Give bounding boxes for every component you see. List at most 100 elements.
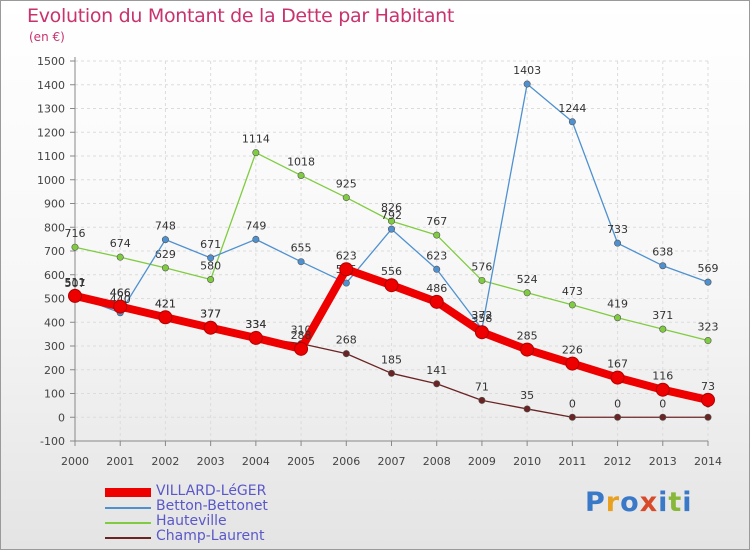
- y-tick-label: 500: [44, 293, 65, 306]
- data-label-betton-bettonet: 748: [155, 220, 176, 233]
- y-tick-label: 900: [44, 198, 65, 211]
- data-point-hauteville: [116, 253, 124, 261]
- data-point-hauteville: [433, 231, 441, 239]
- data-point-hauteville: [478, 276, 486, 284]
- data-point-betton-bettonet: [342, 279, 350, 287]
- data-point-champ-laurent: [478, 396, 486, 404]
- y-tick-label: 400: [44, 316, 65, 329]
- logo-letter: P: [585, 487, 606, 518]
- data-point-betton-bettonet: [614, 239, 622, 247]
- data-label-villard-l-ger: 377: [200, 308, 221, 321]
- data-point-villard-l-ger: [203, 320, 218, 335]
- data-point-champ-laurent: [387, 369, 395, 377]
- y-tick-label: -100: [40, 435, 65, 448]
- data-point-betton-bettonet: [659, 262, 667, 270]
- legend-swatch-villard-leger: [105, 488, 151, 497]
- logo-letter: i: [658, 487, 669, 518]
- data-point-villard-l-ger: [429, 294, 444, 309]
- data-label-villard-l-ger: 334: [245, 318, 266, 331]
- data-point-villard-l-ger: [248, 330, 263, 345]
- data-label-villard-l-ger: 167: [607, 358, 628, 371]
- data-label-hauteville: 1018: [287, 155, 315, 168]
- data-point-betton-bettonet: [704, 278, 712, 286]
- data-point-champ-laurent: [568, 413, 576, 421]
- y-tick-label: 700: [44, 245, 65, 258]
- data-point-hauteville: [659, 325, 667, 333]
- data-point-hauteville: [342, 194, 350, 202]
- data-label-champ-laurent: 0: [614, 397, 621, 410]
- data-label-champ-laurent: 141: [426, 364, 447, 377]
- data-label-hauteville: 473: [562, 285, 583, 298]
- data-label-champ-laurent: 35: [520, 389, 534, 402]
- data-label-betton-bettonet: 569: [698, 262, 719, 275]
- data-label-villard-l-ger: 358: [471, 312, 492, 325]
- data-label-hauteville: 1114: [242, 133, 270, 146]
- y-tick-label: 1100: [37, 150, 65, 163]
- data-label-hauteville: 580: [200, 260, 221, 273]
- data-label-betton-bettonet: 1244: [558, 102, 586, 115]
- x-tick-label: 2005: [287, 455, 315, 468]
- data-point-betton-bettonet: [568, 118, 576, 126]
- data-label-champ-laurent: 0: [659, 397, 666, 410]
- y-tick-label: 300: [44, 340, 65, 353]
- legend-swatch-champ-laurent: [105, 537, 151, 539]
- logo-letter: t: [668, 487, 683, 518]
- data-label-hauteville: 826: [381, 201, 402, 214]
- data-point-hauteville: [568, 301, 576, 309]
- data-point-hauteville: [252, 149, 260, 157]
- x-tick-label: 2010: [513, 455, 541, 468]
- data-point-betton-bettonet: [523, 80, 531, 88]
- y-tick-label: 1400: [37, 79, 65, 92]
- legend-label-hauteville: Hauteville: [156, 513, 227, 529]
- data-point-villard-l-ger: [474, 325, 489, 340]
- data-label-villard-l-ger: 466: [110, 287, 131, 300]
- legend-swatch-betton-bettonet: [105, 507, 151, 509]
- data-label-hauteville: 371: [652, 309, 673, 322]
- data-label-hauteville: 419: [607, 298, 628, 311]
- data-point-hauteville: [297, 171, 305, 179]
- data-label-betton-bettonet: 792: [381, 209, 402, 222]
- data-label-champ-laurent: 466: [110, 287, 131, 300]
- data-label-hauteville: 674: [110, 237, 131, 250]
- data-label-champ-laurent: 421: [155, 297, 176, 310]
- data-point-betton-bettonet: [207, 254, 215, 262]
- data-point-hauteville: [387, 217, 395, 225]
- proxiti-logo: Proxiti: [585, 487, 693, 518]
- data-label-villard-l-ger: 288: [291, 329, 312, 342]
- y-tick-label: 100: [44, 388, 65, 401]
- data-point-villard-l-ger: [294, 341, 309, 356]
- x-tick-label: 2001: [106, 455, 134, 468]
- x-tick-label: 2009: [468, 455, 496, 468]
- x-tick-label: 2011: [558, 455, 586, 468]
- y-tick-label: 200: [44, 364, 65, 377]
- data-label-champ-laurent: 71: [475, 380, 489, 393]
- x-tick-label: 2004: [242, 455, 270, 468]
- data-label-betton-bettonet: 1403: [513, 64, 541, 77]
- data-point-betton-bettonet: [252, 235, 260, 243]
- x-tick-label: 2013: [649, 455, 677, 468]
- data-label-hauteville: 716: [65, 227, 86, 240]
- logo-letter: o: [620, 487, 640, 518]
- logo-letter: x: [639, 487, 659, 518]
- data-label-champ-laurent: 268: [336, 334, 357, 347]
- y-tick-label: 600: [44, 269, 65, 282]
- data-label-betton-bettonet: 655: [291, 242, 312, 255]
- data-point-betton-bettonet: [387, 225, 395, 233]
- data-label-villard-l-ger: 421: [155, 297, 176, 310]
- data-label-betton-bettonet: 733: [607, 223, 628, 236]
- data-point-villard-l-ger: [565, 356, 580, 371]
- data-point-champ-laurent: [614, 413, 622, 421]
- legend-label-betton-bettonet: Betton-Bettonet: [156, 498, 268, 514]
- data-label-betton-bettonet: 372: [471, 309, 492, 322]
- data-point-villard-l-ger: [520, 342, 535, 357]
- data-point-betton-bettonet: [433, 265, 441, 273]
- legend-label-villard-leger: VILLARD-LéGER: [156, 483, 267, 499]
- data-label-villard-l-ger: 486: [426, 282, 447, 295]
- data-label-villard-l-ger: 623: [336, 249, 357, 262]
- logo-letter: r: [605, 487, 621, 518]
- data-point-hauteville: [207, 275, 215, 283]
- data-point-champ-laurent: [659, 413, 667, 421]
- x-tick-label: 2002: [151, 455, 179, 468]
- data-point-villard-l-ger: [113, 299, 128, 314]
